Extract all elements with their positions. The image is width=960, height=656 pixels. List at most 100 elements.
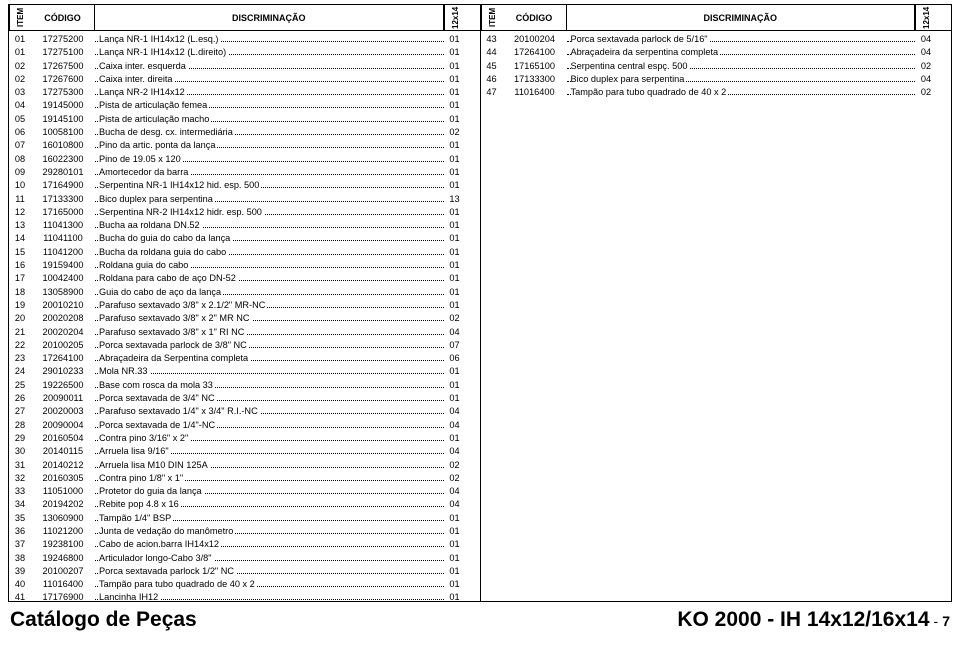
cell-item: 11 [9,193,31,206]
catalog-title: Catálogo de Peças [10,608,197,632]
cell-qty: 01 [444,552,466,565]
table-row: 2620090011Porca sextavada de 3/4" NC01 [9,392,480,405]
table-row: 3513060900Tampão 1/4" BSP01 [9,512,480,525]
cell-item: 41 [9,591,31,601]
cell-code: 17264100 [503,46,567,59]
cell-item: 18 [9,286,31,299]
cell-desc: Abraçadeira da serpentina completa [567,46,916,59]
cell-code: 20140212 [31,459,95,472]
table-row: 3819246800Articulador longo-Cabo 3/8"01 [9,552,480,565]
cell-qty: 01 [444,113,466,126]
cell-desc: Serpentina NR-1 IH14x12 hid. esp. 500 [95,179,444,192]
cell-item: 07 [9,139,31,152]
table-row: 4117176900Lancinha IH1201 [9,591,480,601]
cell-code: 19145000 [31,99,95,112]
table-row: 4517165100Serpentina central espç. 50002 [481,60,952,73]
cell-qty: 04 [444,498,466,511]
cell-desc: Parafuso sextavado 3/8" x 2.1/2" MR-NC [95,299,444,312]
cell-item: 22 [9,339,31,352]
table-row: 1511041200Bucha da roldana guia do cabo0… [9,246,480,259]
cell-code: 19226500 [31,379,95,392]
cell-desc: Bico duplex para serpentina [95,193,444,206]
cell-desc: Caixa inter. direita [95,73,444,86]
cell-item: 16 [9,259,31,272]
cell-empty [466,113,480,126]
table-row: 4011016400Tampão para tubo quadrado de 4… [9,578,480,591]
cell-code: 20020204 [31,326,95,339]
cell-item: 35 [9,512,31,525]
cell-code: 13058900 [31,286,95,299]
cell-empty [937,60,951,73]
table-row: 1117133300Bico duplex para serpentina13 [9,193,480,206]
cell-qty: 04 [444,326,466,339]
cell-qty: 01 [444,99,466,112]
cell-empty [466,459,480,472]
table-body-left: 0117275200Lança NR-1 IH14x12 (L.esq.)010… [9,31,480,601]
cell-code: 11041300 [31,219,95,232]
cell-empty [466,565,480,578]
cell-desc: Porca sextavada de 3/4" NC [95,392,444,405]
cell-empty [937,33,951,46]
cell-empty [466,445,480,458]
page-number: 7 [942,613,950,629]
table-row: 3920100207Porca sextavada parlock 1/2" N… [9,565,480,578]
cell-qty: 04 [444,405,466,418]
cell-item: 21 [9,326,31,339]
cell-qty: 01 [444,153,466,166]
cell-code: 17176900 [31,591,95,601]
right-column: ITEM CÓDIGO DISCRIMINAÇÃO 12x14 43201002… [481,5,952,601]
table-row: 0519145100Pista de articulação macho01 [9,113,480,126]
cell-desc: Porca sextavada parlock de 5/16" [567,33,916,46]
cell-qty: 02 [444,459,466,472]
cell-desc: Porca sextavada parlock de 3/8" NC [95,339,444,352]
cell-empty [466,206,480,219]
cell-item: 46 [481,73,503,86]
cell-desc: Parafuso sextavado 3/8" x 1" RI NC [95,326,444,339]
cell-desc: Contra pino 3/16" x 2" [95,432,444,445]
cell-desc: Pista de articulação femea [95,99,444,112]
cell-item: 31 [9,459,31,472]
cell-desc: Bucha do guia do cabo da lança [95,232,444,245]
cell-item: 36 [9,525,31,538]
cell-code: 17165000 [31,206,95,219]
cell-empty [466,485,480,498]
table-row: 1920010210Parafuso sextavado 3/8" x 2.1/… [9,299,480,312]
cell-item: 19 [9,299,31,312]
cell-qty: 01 [444,299,466,312]
cell-empty [466,498,480,511]
cell-empty [466,193,480,206]
hdr-desc: DISCRIMINAÇÃO [95,5,444,30]
cell-empty [466,286,480,299]
cell-item: 40 [9,578,31,591]
cell-desc: Lança NR-1 IH14x12 (L.direito) [95,46,444,59]
model-title: KO 2000 - IH 14x12/16x14 - 7 [677,608,950,632]
table-row: 1311041300Bucha aa roldana DN.5201 [9,219,480,232]
parts-table: ITEM CÓDIGO DISCRIMINAÇÃO 12x14 01172752… [8,4,952,602]
cell-item: 14 [9,232,31,245]
cell-item: 15 [9,246,31,259]
table-row: 0610058100Bucha de desg. cx. intermediár… [9,126,480,139]
cell-empty [466,73,480,86]
cell-item: 24 [9,365,31,378]
table-header-left: ITEM CÓDIGO DISCRIMINAÇÃO 12x14 [9,5,480,31]
cell-item: 47 [481,86,503,99]
cell-item: 20 [9,312,31,325]
cell-empty [466,246,480,259]
cell-qty: 01 [444,33,466,46]
table-row: 3420194202Rebite pop 4.8 x 1604 [9,498,480,511]
table-row: 0217267600Caixa inter. direita01 [9,73,480,86]
table-row: 4617133300Bico duplex para serpentina04 [481,73,952,86]
cell-code: 17267500 [31,60,95,73]
table-row: 0217267500Caixa inter. esquerda01 [9,60,480,73]
cell-item: 06 [9,126,31,139]
cell-empty [466,365,480,378]
table-row: 3020140115Arruela lisa 9/16"04 [9,445,480,458]
cell-item: 10 [9,179,31,192]
cell-item: 03 [9,86,31,99]
cell-code: 20100204 [503,33,567,46]
cell-qty: 01 [444,46,466,59]
cell-desc: Tampão 1/4" BSP [95,512,444,525]
cell-desc: Mola NR.33 [95,365,444,378]
table-row: 2920160504Contra pino 3/16" x 2"01 [9,432,480,445]
hdr-desc: DISCRIMINAÇÃO [567,5,916,30]
